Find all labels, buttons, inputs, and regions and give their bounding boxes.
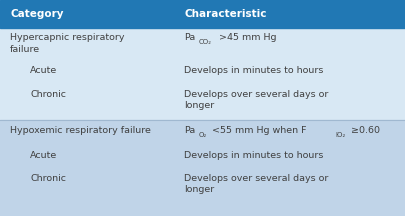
Bar — [0, 120, 405, 216]
Bar — [0, 0, 405, 28]
Text: Develops in minutes to hours: Develops in minutes to hours — [184, 66, 324, 75]
Text: ≥0.60: ≥0.60 — [348, 126, 380, 135]
Text: Hypoxemic respiratory failure: Hypoxemic respiratory failure — [10, 126, 151, 135]
Text: Pa: Pa — [184, 33, 196, 43]
Text: Hypercapnic respiratory
failure: Hypercapnic respiratory failure — [10, 33, 125, 54]
Text: Chronic: Chronic — [30, 90, 66, 99]
Text: Acute: Acute — [30, 151, 58, 160]
Text: Chronic: Chronic — [30, 174, 66, 183]
Text: Develops in minutes to hours: Develops in minutes to hours — [184, 151, 324, 160]
Text: IO₂: IO₂ — [335, 132, 345, 138]
Text: Pa: Pa — [184, 126, 196, 135]
Text: >45 mm Hg: >45 mm Hg — [215, 33, 276, 43]
Text: O₂: O₂ — [199, 132, 207, 138]
Text: Acute: Acute — [30, 66, 58, 75]
Text: Develops over several days or
longer: Develops over several days or longer — [184, 174, 328, 194]
Text: CO₂: CO₂ — [199, 39, 212, 45]
Text: Develops over several days or
longer: Develops over several days or longer — [184, 90, 328, 110]
Text: Category: Category — [10, 9, 64, 19]
Text: <55 mm Hg when F: <55 mm Hg when F — [209, 126, 307, 135]
Text: Characteristic: Characteristic — [184, 9, 267, 19]
